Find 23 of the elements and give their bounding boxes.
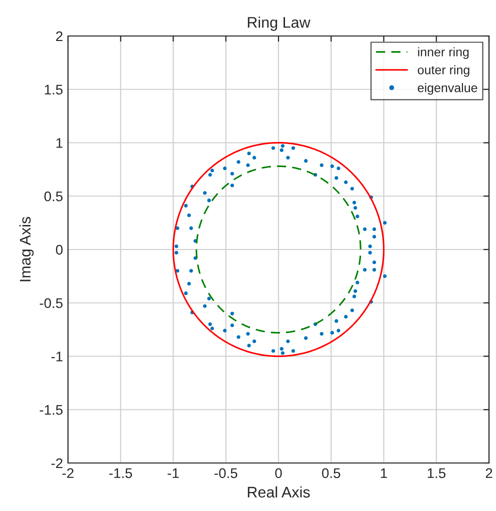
y-tick-label: -0.5 bbox=[40, 298, 63, 308]
x-tick-label: -0.5 bbox=[214, 468, 238, 478]
x-axis-title: Real Axis bbox=[248, 486, 310, 498]
x-tick-label: -1.5 bbox=[109, 468, 132, 478]
x-tick-label: 1 bbox=[380, 468, 387, 478]
chart-title: Ring Law bbox=[248, 16, 310, 31]
y-tick-label: -2 bbox=[51, 458, 62, 468]
y-tick-label: 2 bbox=[56, 31, 62, 42]
x-tick-label: 0 bbox=[275, 468, 282, 478]
legend-label: eigenvalue bbox=[418, 83, 478, 95]
y-tick-label: 1 bbox=[56, 138, 62, 148]
y-tick-label: -1 bbox=[51, 352, 62, 362]
x-tick-label: 0.5 bbox=[322, 468, 340, 478]
x-tick-label: 2 bbox=[486, 468, 492, 478]
y-tick-label: 0 bbox=[56, 244, 63, 255]
y-axis-title: Imag Axis bbox=[19, 216, 34, 282]
x-tick-label: -1 bbox=[168, 468, 179, 478]
y-tick-label: 1.5 bbox=[44, 84, 63, 95]
y-tick-label: -1.5 bbox=[40, 405, 63, 415]
legend-label: inner ring bbox=[418, 47, 469, 59]
legend-label: outer ring bbox=[418, 65, 470, 77]
x-tick-label: 1.5 bbox=[428, 468, 446, 478]
y-tick-label: 0.5 bbox=[44, 191, 63, 202]
